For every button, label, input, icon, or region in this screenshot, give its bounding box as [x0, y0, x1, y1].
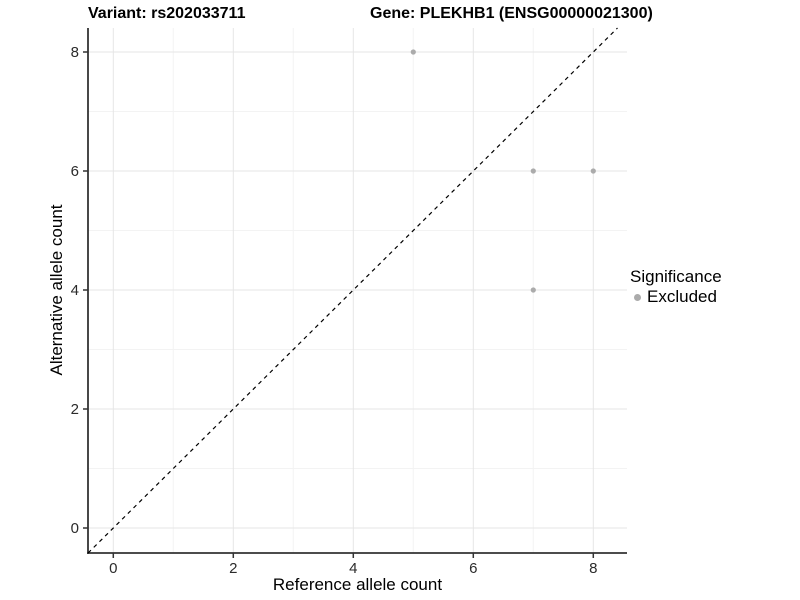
y-tick-label: 2 — [71, 401, 79, 418]
x-tick-label: 2 — [229, 560, 237, 577]
y-tick-label: 8 — [71, 44, 79, 61]
legend-key — [630, 290, 645, 305]
data-point — [410, 49, 416, 55]
data-point — [530, 287, 536, 293]
y-tick-label: 0 — [71, 520, 79, 537]
x-tick-label: 0 — [109, 560, 117, 577]
data-point — [530, 168, 536, 174]
x-tick-label: 4 — [349, 560, 357, 577]
legend-title: Significance — [630, 267, 722, 286]
plot-title-variant: Variant: rs202033711 — [88, 5, 246, 22]
x-tick-label: 8 — [589, 560, 597, 577]
y-tick-label: 6 — [71, 163, 79, 180]
legend-item-excluded: Excluded — [630, 287, 722, 307]
x-tick-label: 6 — [469, 560, 477, 577]
y-axis-title: Alternative allele count — [47, 204, 66, 376]
excluded-point-icon — [634, 293, 641, 301]
data-point — [590, 168, 596, 174]
legend-item-label: Excluded — [647, 287, 717, 306]
legend: Significance Excluded — [630, 267, 722, 307]
x-axis-title: Reference allele count — [272, 575, 443, 594]
y-tick-label: 4 — [71, 282, 79, 299]
plot-title-gene: Gene: PLEKHB1 (ENSG00000021300) — [370, 5, 653, 22]
